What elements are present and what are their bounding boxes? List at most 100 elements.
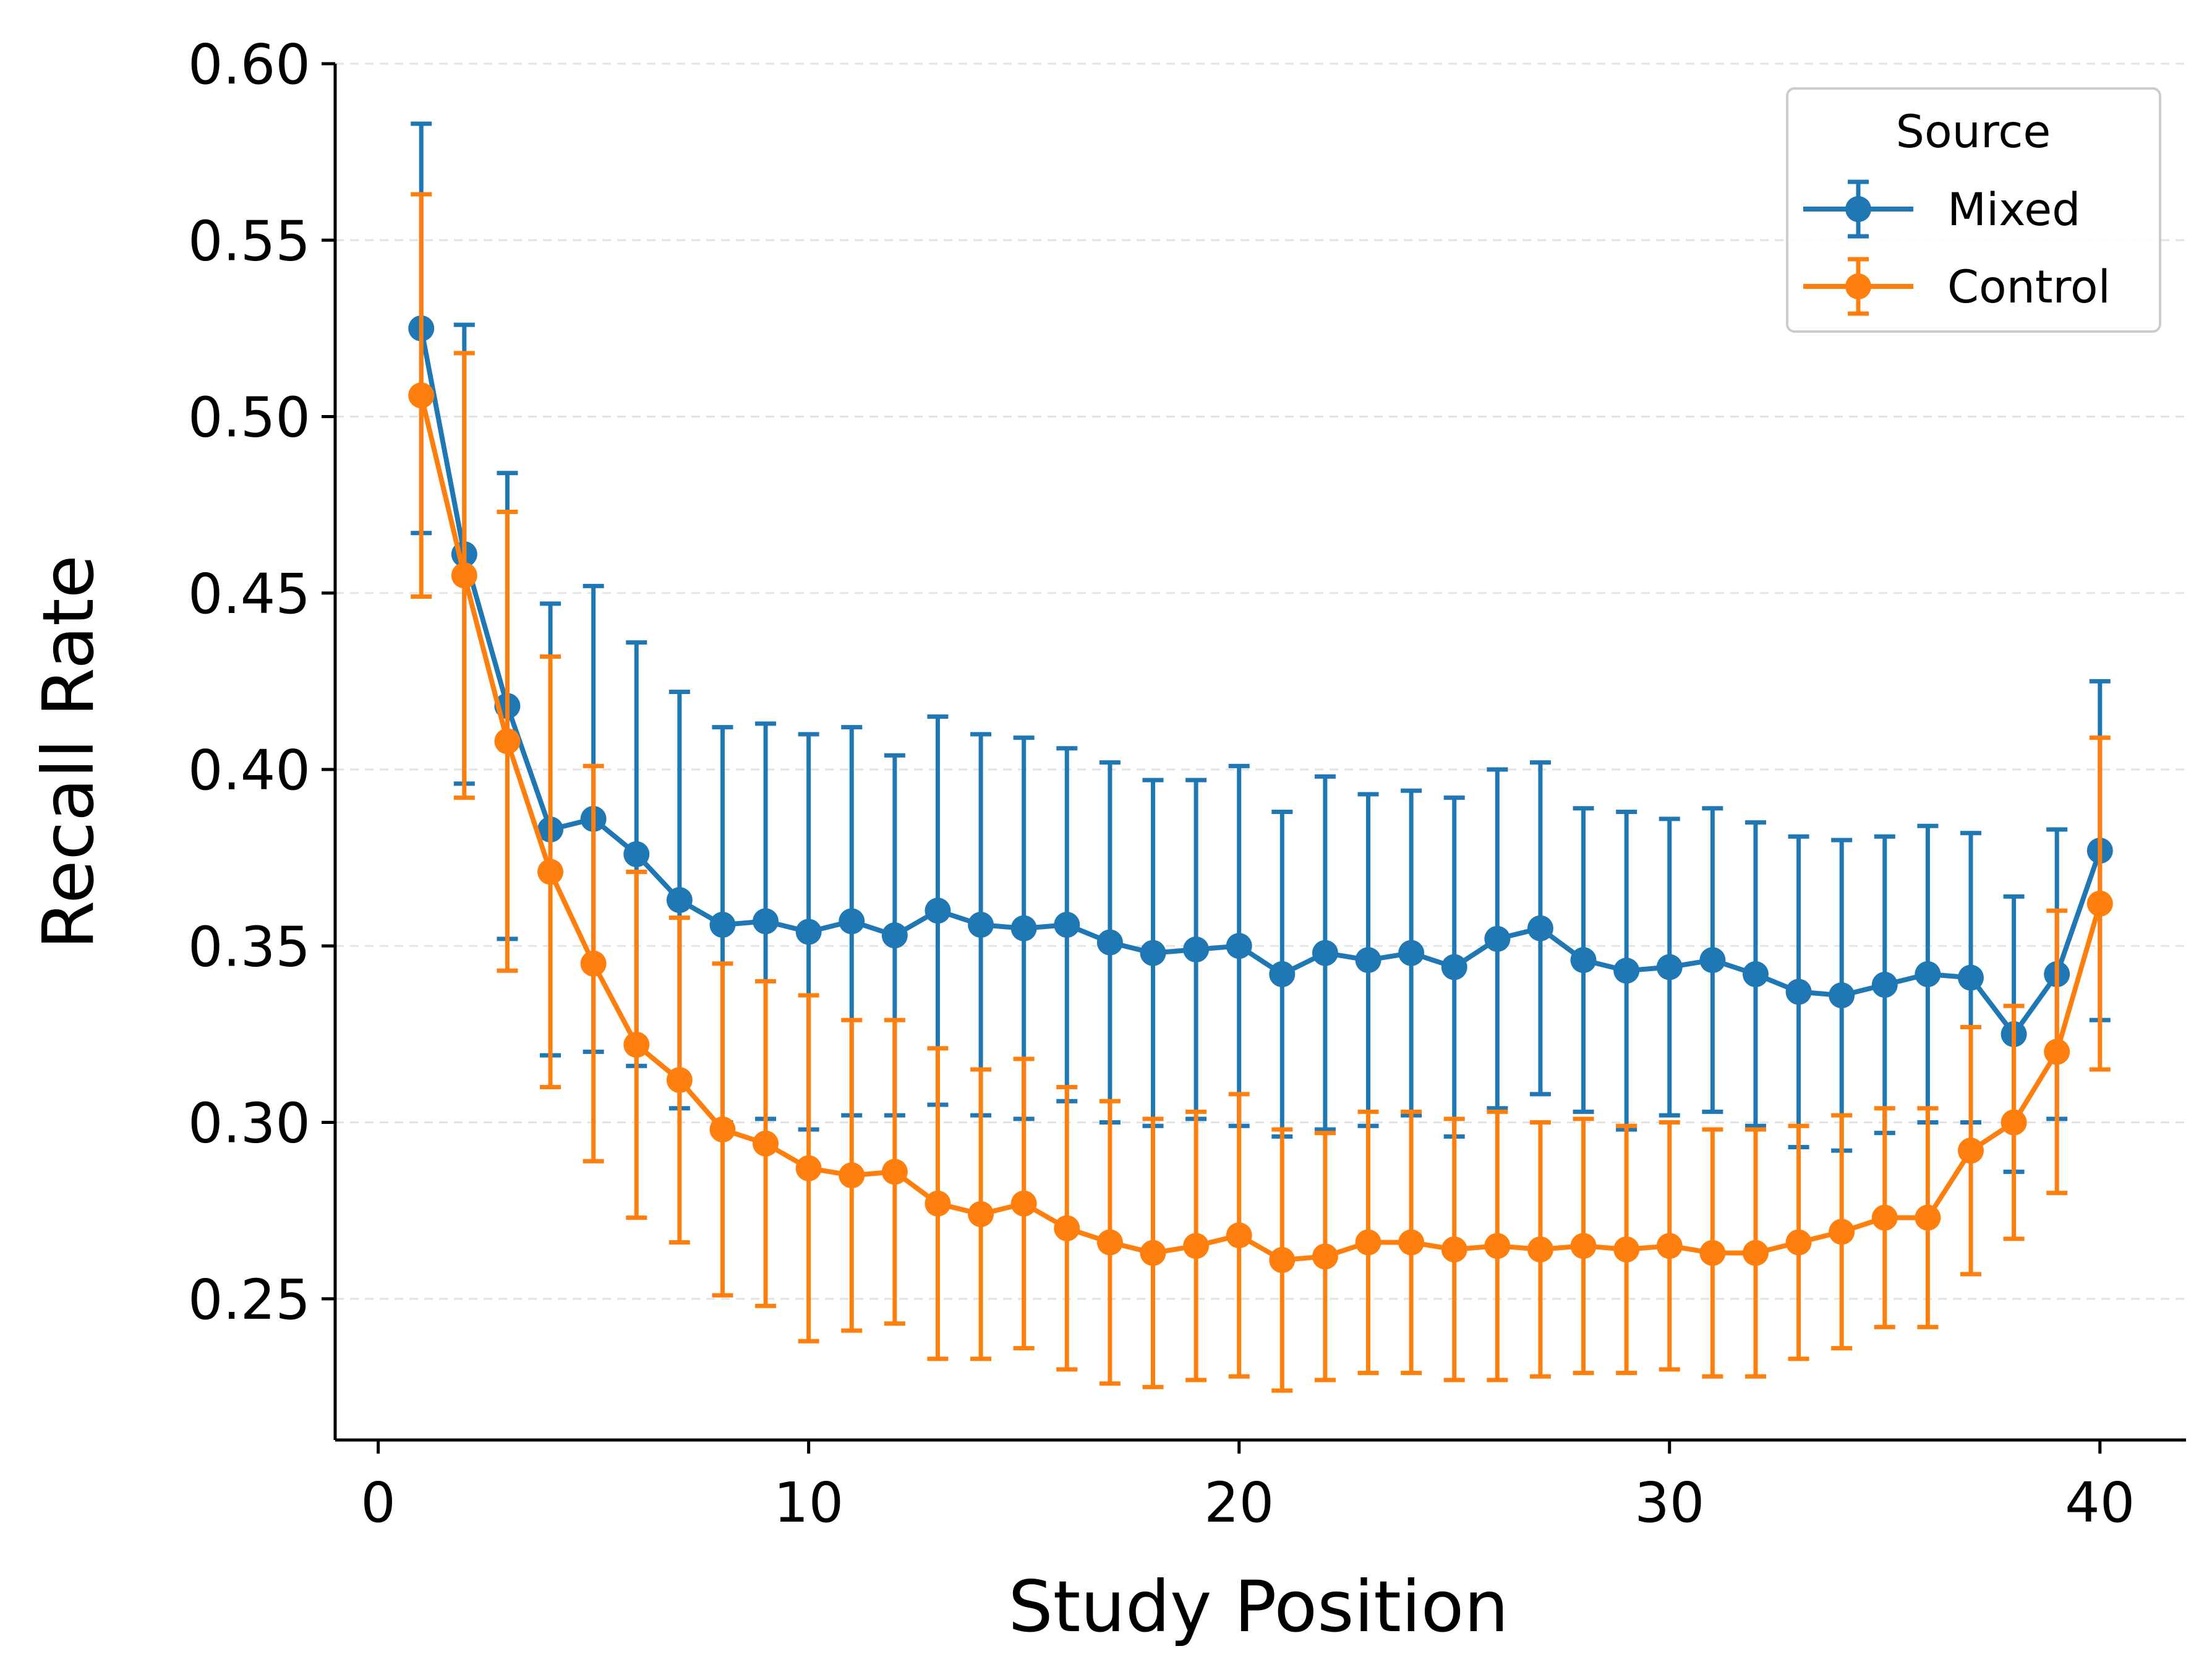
data-point [623,841,650,867]
legend-label: Mixed [1947,184,2080,236]
data-point [1226,933,1252,959]
data-point [580,950,607,977]
y-tick-label: 0.55 [188,208,310,273]
data-point [1140,1240,1166,1266]
data-point [795,1155,822,1181]
data-point [839,1162,865,1189]
data-point [1915,961,1941,987]
y-tick-label: 0.35 [188,914,310,979]
data-point [1656,1233,1683,1259]
data-point [1312,940,1338,966]
data-point [1527,915,1553,941]
data-point [1054,1215,1080,1241]
y-ticks: 0.25 0.30 0.35 0.40 0.45 0.50 0.55 0.60 [188,32,335,1332]
data-point [925,1190,951,1217]
legend-entry-mixed: Mixed [1803,179,2080,239]
data-point [1010,1190,1037,1217]
y-tick-label: 0.25 [188,1267,310,1332]
data-point [1699,947,1726,974]
data-point [1699,1240,1726,1266]
series-line [419,395,2103,1262]
y-tick-label: 0.40 [188,738,310,802]
data-point [1915,1204,1941,1231]
data-point [1441,1236,1467,1262]
data-point [1398,1229,1425,1256]
data-point [1226,1222,1252,1249]
series-layer [408,121,2113,1393]
grid-lines [335,62,2186,1300]
x-axis-title: Study Position [1008,1566,1508,1648]
series-control [408,192,2113,1393]
x-tick-label: 0 [361,1470,396,1535]
data-point [1484,1233,1511,1259]
data-point [753,908,779,935]
data-point [537,859,564,885]
x-tick-label: 30 [1634,1470,1704,1535]
data-point [1957,1138,1984,1164]
data-point [1570,947,1597,974]
legend-title: Source [1896,106,2051,158]
data-point [1355,1229,1381,1256]
data-point [1441,954,1467,980]
legend-marker [1845,196,1871,222]
data-point [623,1032,650,1058]
data-point [1785,979,1812,1005]
x-tick-label: 40 [2065,1470,2135,1535]
legend-entry-control: Control [1803,257,2111,316]
data-point [494,728,521,755]
data-point [451,562,477,589]
y-tick-label: 0.30 [188,1091,310,1155]
data-point [1010,915,1037,941]
data-point [709,1116,736,1142]
data-point [1054,912,1080,938]
data-point [1398,940,1425,966]
data-point [1829,1219,1855,1245]
data-point [795,919,822,945]
legend-entries: Mixed Control [1803,179,2111,316]
y-tick-label: 0.60 [188,32,310,96]
data-point [1355,947,1381,974]
data-point [839,908,865,935]
data-point [2086,890,2113,917]
data-point [881,1159,908,1185]
data-point [1484,925,1511,952]
series-line [419,328,2103,1037]
data-point [1613,1236,1640,1262]
data-point [709,912,736,938]
data-point [408,382,435,409]
data-point [1871,972,1898,998]
x-ticks: 0 10 20 30 40 [361,1440,2135,1535]
data-point [1527,1236,1553,1262]
data-point [1269,961,1296,987]
y-tick-label: 0.45 [188,562,310,626]
legend: Source Mixed Control [1786,87,2161,333]
y-axis-title: Recall Rate [27,555,109,949]
data-point [1183,1233,1210,1259]
x-tick-label: 10 [774,1470,843,1535]
y-tick-label: 0.50 [188,385,310,450]
legend-label: Control [1947,261,2111,314]
data-point [1656,954,1683,980]
data-point [1957,964,1984,991]
data-point [1312,1243,1338,1270]
data-point [881,922,908,949]
data-point [1785,1229,1812,1256]
data-point [968,1201,994,1227]
data-point [1742,961,1769,987]
data-point [2001,1109,2027,1136]
data-point [1096,1229,1123,1256]
legend-frame [1786,87,2161,333]
data-point [925,898,951,924]
legend-marker [1845,273,1871,299]
data-point [1096,929,1123,956]
data-point [1871,1204,1898,1231]
data-point [2044,1039,2070,1065]
data-point [1613,958,1640,984]
data-point [1570,1233,1597,1259]
data-point [1742,1240,1769,1266]
data-point [1829,982,1855,1009]
x-tick-label: 20 [1204,1470,1274,1535]
data-point [753,1130,779,1157]
data-point [968,912,994,938]
